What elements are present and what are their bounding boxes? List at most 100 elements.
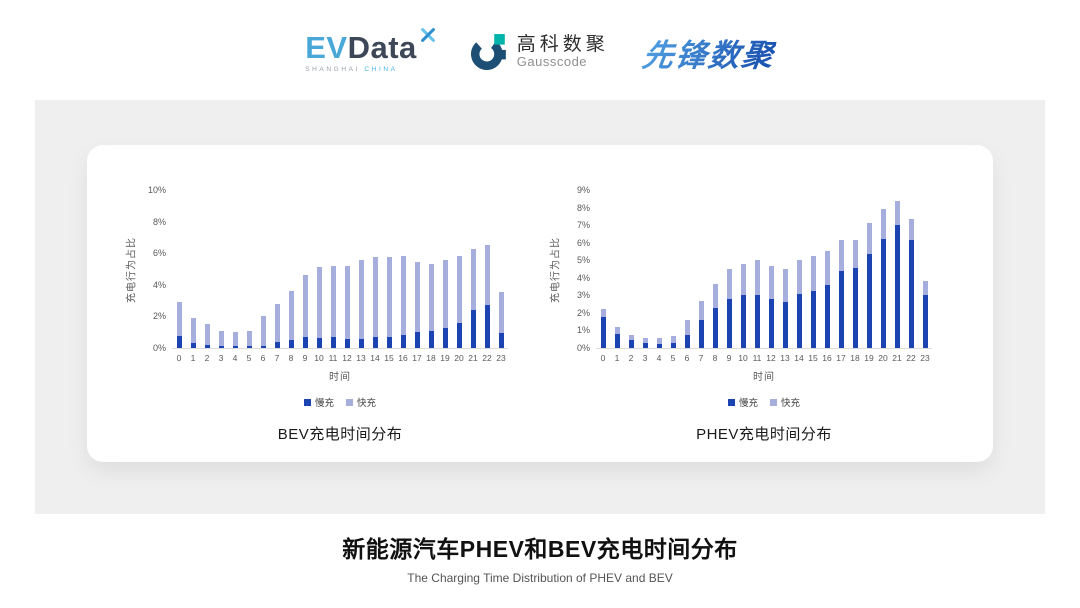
x-tick-label: 0	[600, 353, 606, 363]
y-tick-label: 4%	[576, 272, 590, 283]
bar-segment	[866, 254, 872, 348]
bar-segment	[838, 270, 844, 348]
bar-stack	[372, 257, 378, 348]
bar-segment	[316, 266, 322, 338]
bar-segment	[260, 345, 266, 348]
plot-area	[596, 191, 932, 349]
bar-segment	[498, 333, 504, 348]
xianfeng-logo: 先锋数聚	[640, 30, 778, 75]
bar-segment	[880, 208, 886, 240]
bar-stack	[782, 269, 788, 348]
x-tick-label: 1	[190, 353, 196, 363]
legend-item: 慢充	[303, 395, 334, 409]
y-tick-label: 8%	[576, 202, 590, 213]
bar-segment	[838, 240, 844, 271]
x-labels: 0 1 2 3 4 5 6 7 8 9 10 11 12 13 14 15 16 17 18 19 20 21 22 23	[172, 353, 508, 365]
bar-segment	[400, 335, 406, 348]
bar-segment	[372, 336, 378, 348]
x-tick-label: 5	[246, 353, 252, 363]
x-tick-label: 15	[384, 353, 394, 363]
gausscode-mark-icon	[470, 34, 506, 70]
x-tick-label: 7	[698, 353, 704, 363]
evdata-data-text: Data	[347, 29, 417, 65]
bar-stack	[838, 240, 844, 348]
bar-segment	[670, 335, 676, 343]
legend-item: 快充	[770, 395, 800, 409]
bar-segment	[176, 336, 182, 348]
bar-stack	[684, 319, 690, 348]
x-tick-label: 4	[656, 353, 662, 363]
bar-stack	[246, 330, 252, 348]
y-tick-label: 8%	[152, 216, 166, 227]
x-tick-label: 10	[738, 353, 748, 363]
bar-segment	[344, 265, 350, 339]
x-tick-label: 21	[892, 353, 902, 363]
legend-label: 快充	[781, 398, 801, 409]
legend-label: 慢充	[738, 398, 758, 409]
y-tick-label: 9%	[576, 185, 590, 195]
gausscode-logo: 高科数聚 Gausscode	[470, 33, 609, 71]
bar-segment	[414, 332, 420, 348]
x-tick-label: 22	[482, 353, 492, 363]
x-tick-label: 8	[712, 353, 718, 363]
x-tick-label: 20	[878, 353, 888, 363]
bev-chart: 充电行为占比 0% 2% 4% 6% 8% 10% 0 1 2 3 4 5 6 7 8 9 10 11 12 13 1…	[122, 185, 522, 444]
bar-segment	[428, 264, 434, 331]
bar-stack	[456, 255, 462, 348]
bar-stack	[442, 260, 448, 348]
bar-segment	[726, 298, 732, 348]
legend-label: 慢充	[314, 398, 334, 409]
phev-chart-title: PHEV充电时间分布	[696, 426, 832, 443]
bar-segment	[908, 240, 914, 348]
y-axis-title: 充电行为占比	[126, 237, 138, 303]
x-tick-label: 7	[274, 353, 280, 363]
y-tick-label: 2%	[152, 311, 166, 322]
gausscode-cn-name: 高科数聚	[516, 33, 609, 55]
bar-segment	[274, 303, 280, 342]
bar-stack	[232, 332, 238, 348]
bar-segment	[190, 318, 196, 343]
main-title: 新能源汽车PHEV和BEV充电时间分布	[342, 536, 738, 562]
x-tick-label: 20	[454, 353, 464, 363]
bar-stack	[498, 291, 504, 348]
x-tick-label: 19	[440, 353, 450, 363]
y-tick-label: 10%	[147, 185, 166, 195]
y-tick-label: 0%	[576, 343, 590, 353]
bar-stack	[484, 245, 490, 348]
bar-segment	[372, 257, 378, 337]
legend-swatch-icon	[346, 398, 353, 406]
bar-segment	[656, 338, 662, 344]
y-tick-label: 4%	[152, 279, 166, 290]
y-tick-label: 3%	[576, 290, 590, 301]
x-tick-label: 18	[426, 353, 436, 363]
bar-segment	[456, 255, 462, 323]
bar-segment	[204, 344, 210, 348]
bar-segment	[600, 308, 606, 318]
bar-stack	[260, 316, 266, 348]
bar-stack	[344, 265, 350, 348]
bar-stack	[922, 280, 928, 348]
x-tick-label: 3	[642, 353, 648, 363]
bar-stack	[204, 324, 210, 348]
bar-segment	[302, 336, 308, 348]
bar-segment	[218, 330, 224, 347]
bar-segment	[712, 283, 718, 308]
evdata-ev-text: EV	[305, 29, 348, 65]
bar-segment	[414, 261, 420, 333]
x-tick-label: 9	[726, 353, 732, 363]
evdata-logo: EV Data SHANGHAI CHINA	[305, 27, 437, 73]
bar-stack	[726, 269, 732, 348]
legend-swatch-icon	[303, 398, 311, 406]
bar-stack	[740, 263, 746, 348]
bar-segment	[684, 334, 690, 348]
legend-label: 快充	[357, 398, 377, 409]
x-tick-label: 14	[794, 353, 804, 363]
bar-stack	[218, 330, 224, 348]
bar-stack	[428, 264, 434, 348]
evdata-tagline-shanghai: SHANGHAI	[305, 65, 360, 73]
gausscode-en-name: Gausscode	[516, 54, 588, 70]
bar-segment	[768, 298, 774, 348]
bar-stack	[190, 318, 196, 348]
bar-segment	[698, 300, 704, 320]
